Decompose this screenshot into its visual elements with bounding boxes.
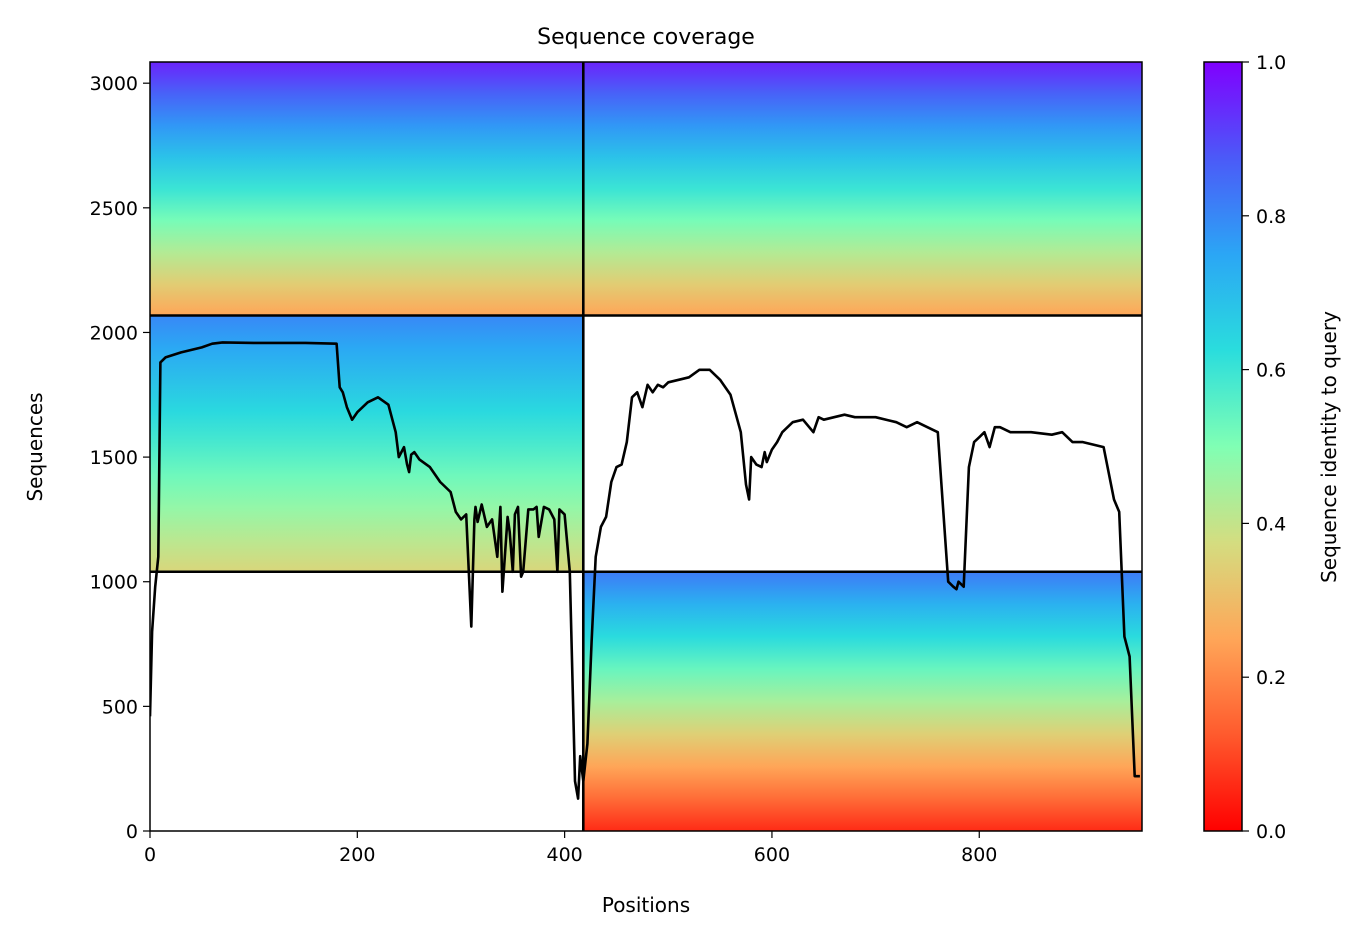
colorbar-tick-label: 0.6: [1256, 360, 1286, 382]
y-axis-ticks: 0 500 1000 1500 2000 2500 3000: [90, 73, 150, 843]
x-axis-label: Positions: [602, 893, 690, 917]
y-tick-label: 1000: [90, 572, 138, 594]
colorbar-tick-label: 0.8: [1256, 206, 1286, 228]
x-axis-ticks: 0 200 400 600 800: [144, 831, 997, 866]
y-tick-label: 2500: [90, 198, 138, 220]
coverage-line: [150, 341, 1140, 800]
y-tick-label: 500: [102, 696, 138, 718]
x-tick-label: 800: [961, 844, 997, 866]
x-tick-label: 0: [144, 844, 156, 866]
y-tick-label: 3000: [90, 73, 138, 95]
heatmap-block: [150, 62, 584, 316]
colorbar-tick-label: 0.0: [1256, 821, 1286, 843]
y-axis-label: Sequences: [23, 392, 47, 501]
y-tick-label: 0: [126, 821, 138, 843]
plot-frame: [149, 61, 1143, 832]
colorbar-tick-label: 1.0: [1256, 52, 1286, 74]
colorbar-tick-label: 0.4: [1256, 513, 1286, 535]
colorbar-ticks: 0.0 0.2 0.4 0.6 0.8 1.0: [1242, 52, 1286, 843]
colorbar: [1203, 61, 1243, 832]
chain-boundaries: [150, 62, 1142, 831]
y-tick-label: 1500: [90, 447, 138, 469]
heatmap-blocks: [150, 62, 1142, 831]
heatmap-block: [583, 571, 1142, 831]
x-tick-label: 400: [546, 844, 582, 866]
heatmap-block: [583, 62, 1142, 316]
y-tick-label: 2000: [90, 322, 138, 344]
x-tick-label: 200: [339, 844, 375, 866]
heatmap-block: [150, 315, 584, 572]
colorbar-tick-label: 0.2: [1256, 667, 1286, 689]
chart-title: Sequence coverage: [537, 25, 755, 50]
x-tick-label: 600: [754, 844, 790, 866]
colorbar-label: Sequence identity to query: [1317, 311, 1341, 583]
